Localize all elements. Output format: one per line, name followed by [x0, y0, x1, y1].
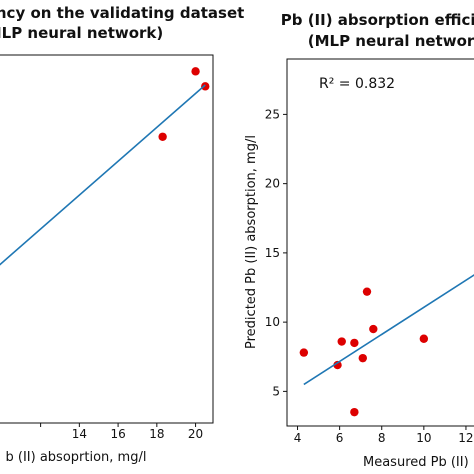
right-data-point: [419, 334, 429, 343]
left-data-point: [191, 67, 200, 76]
left-plot-frame: [0, 54, 214, 424]
left-x-tick-label-20: 20: [188, 427, 203, 441]
right-data-point: [362, 287, 372, 296]
left-data-point: [158, 132, 167, 141]
left-data-points: [158, 67, 210, 141]
left-data-point: [201, 82, 210, 91]
left-title-line-2: MLP neural network): [0, 24, 163, 42]
right-scatter-panel: Pb (II) absorption efficienc (MLP neural…: [244, 11, 474, 470]
left-x-axis-label: b (II) absoprtion, mg/l: [6, 450, 147, 465]
right-x-tick-label-6: 6: [336, 431, 344, 445]
right-data-point: [350, 338, 359, 348]
right-data-point: [369, 324, 378, 334]
left-scatter-panel: ciency on the validating dataset MLP neu…: [0, 4, 244, 465]
left-x-tick-label-14: 14: [72, 427, 87, 441]
right-x-tick-label-12: 12: [458, 431, 473, 445]
left-x-tick-label-16: 16: [110, 427, 125, 441]
right-fit-line-group: [303, 274, 474, 386]
right-y-tick-label-15: 15: [265, 246, 280, 260]
left-x-axis-ticks: 14 16 18 20: [40, 423, 203, 441]
right-title-line-2: (MLP neural network: [308, 32, 474, 50]
right-y-tick-label-10: 10: [265, 315, 280, 329]
right-data-point: [337, 337, 346, 346]
right-plot-frame: [286, 58, 474, 427]
right-y-tick-label-20: 20: [265, 177, 280, 191]
right-y-tick-label-5: 5: [272, 384, 280, 398]
right-y-tick-label-25: 25: [265, 107, 280, 121]
left-title-line-1: ciency on the validating dataset: [0, 4, 244, 22]
right-data-point: [333, 360, 342, 370]
right-x-tick-label-10: 10: [416, 431, 431, 445]
right-data-point: [350, 407, 359, 417]
r-squared-annotation: R² = 0.832: [319, 76, 395, 92]
left-fit-line-group: [0, 84, 206, 266]
left-x-tick-label-18: 18: [149, 427, 164, 441]
right-data-points: [299, 287, 429, 417]
right-x-axis-label: Measured Pb (II): [363, 455, 469, 470]
right-y-axis-label: Predicted Pb (II) absorption, mg/l: [244, 135, 259, 349]
right-y-axis-ticks: 5 10 15 20 25: [265, 107, 287, 398]
left-fit-line: [0, 84, 206, 266]
right-title-line-1: Pb (II) absorption efficienc: [281, 11, 474, 29]
right-data-point: [299, 348, 309, 357]
right-x-axis-ticks: 4 6 8 10 12: [294, 426, 474, 445]
right-x-tick-label-8: 8: [378, 431, 386, 445]
right-x-tick-label-4: 4: [294, 431, 302, 445]
right-fit-line: [303, 274, 474, 386]
right-data-point: [358, 353, 367, 363]
